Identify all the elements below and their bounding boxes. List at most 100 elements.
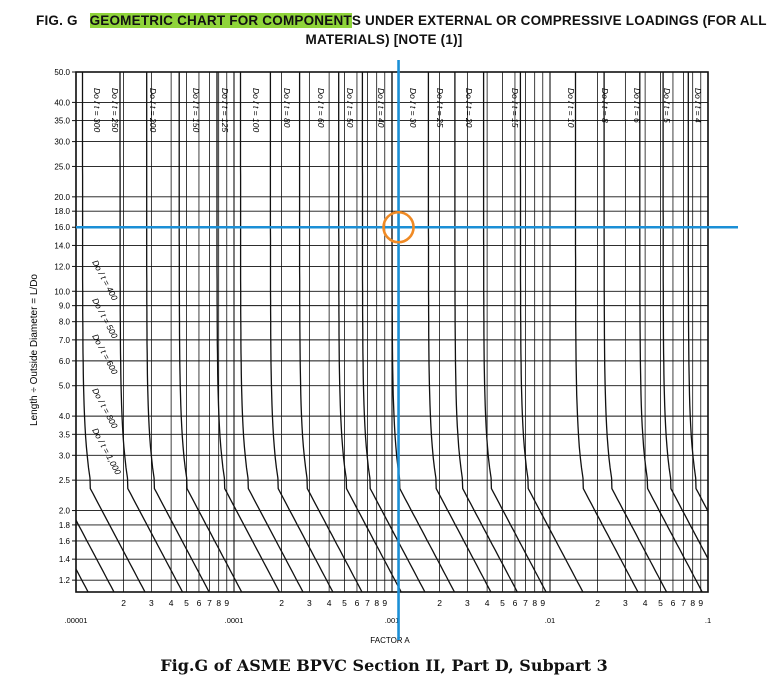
x-decade-label: .1 xyxy=(705,616,711,625)
x-minor-tick-label: 8 xyxy=(532,598,537,608)
curve-do-t-series xyxy=(361,72,426,592)
curve-label: Do / t = 80 xyxy=(282,88,292,128)
y-tick-label: 1.2 xyxy=(59,576,71,585)
annotations xyxy=(76,60,738,640)
x-minor-tick-label: 9 xyxy=(540,598,545,608)
curve-label: Do / t = 10 xyxy=(566,88,576,128)
x-minor-tick-label: 3 xyxy=(465,598,470,608)
x-minor-tick-label: 7 xyxy=(207,598,212,608)
curve-do-t-series xyxy=(574,72,639,592)
y-tick-label: 7.0 xyxy=(59,336,71,345)
x-minor-tick-label: 8 xyxy=(374,598,379,608)
curve-labels: Do / t = 4 Do / t = 5 Do / t = 6 Do / t = 8… xyxy=(90,88,703,476)
curve-do-t-series xyxy=(603,72,668,592)
curve-label: Do / t = 15 xyxy=(510,88,520,128)
y-tick-label: 25.0 xyxy=(54,162,70,171)
curve-do-t-series xyxy=(119,72,184,592)
y-tick-label: 6.0 xyxy=(59,357,71,366)
curve-label: Do / t = 4 xyxy=(693,88,703,123)
curve-label: Do / t = 8 xyxy=(600,88,610,123)
curve-label: Do / t = 30 xyxy=(408,88,418,128)
x-minor-tick-label: 7 xyxy=(681,598,686,608)
y-tick-label: 16.0 xyxy=(54,223,70,232)
x-minor-tick-label: 4 xyxy=(485,598,490,608)
y-tick-label: 5.0 xyxy=(59,382,71,391)
curve-do-t-series xyxy=(269,72,334,592)
curve-do-t-series xyxy=(216,72,280,592)
y-tick-label: 3.5 xyxy=(59,430,71,439)
y-tick-label: 40.0 xyxy=(54,98,70,107)
x-minor-tick-label: 6 xyxy=(513,598,518,608)
chart-title: FIG. G GEOMETRIC CHART FOR COMPONENTS UN… xyxy=(0,0,768,50)
plot-frame xyxy=(75,71,709,593)
title-line-1: FIG. G GEOMETRIC CHART FOR COMPONENTS UN… xyxy=(36,13,767,28)
curve-label: Do / t = 600 xyxy=(90,332,120,376)
y-tick-label: 50.0 xyxy=(54,68,70,77)
y-tick-label: 20.0 xyxy=(54,193,70,202)
curve-do-t-series xyxy=(76,518,115,592)
x-minor-tick-label: 4 xyxy=(327,598,332,608)
curve-label: Do / t = 400 xyxy=(90,258,120,302)
curve-label: Do / t = 5 xyxy=(662,88,672,123)
curve-do-t-series xyxy=(662,72,708,561)
curve-do-t-series xyxy=(146,72,210,592)
curve-label: Do / t = 125 xyxy=(220,88,230,132)
x-minor-tick-label: 7 xyxy=(365,598,370,608)
x-minor-tick-label: 5 xyxy=(184,598,189,608)
x-minor-tick-label: 5 xyxy=(500,598,505,608)
curve-do-t-series xyxy=(482,72,547,592)
curve-do-t-series xyxy=(338,72,402,592)
chart-canvas: Do / t = 4 Do / t = 5 Do / t = 6 Do / t = 8… xyxy=(0,60,738,645)
x-minor-tick-label: 9 xyxy=(382,598,387,608)
curve-label: Do / t = 100 xyxy=(251,88,261,132)
curve-label: Do / t = 150 xyxy=(191,88,201,132)
curve-do-t-series xyxy=(454,72,518,592)
curve-do-t-series xyxy=(687,72,708,513)
title-line-2: MATERIALS) [NOTE (1)] xyxy=(305,32,463,47)
y-tick-label: 18.0 xyxy=(54,207,70,216)
curve-do-t-series xyxy=(178,72,243,592)
curve-label: Do / t = 200 xyxy=(148,88,158,132)
x-minor-tick-label: 5 xyxy=(658,598,663,608)
fig-label: FIG. G xyxy=(36,13,78,28)
x-decade-label: .00001 xyxy=(65,616,88,625)
curve-do-t-series xyxy=(0,72,49,592)
x-minor-tick-label: 8 xyxy=(690,598,695,608)
title-rest: S UNDER EXTERNAL OR COMPRESSIVE LOADINGS… xyxy=(351,13,767,28)
x-minor-tick-label: 5 xyxy=(342,598,347,608)
x-minor-tick-label: 4 xyxy=(169,598,174,608)
y-tick-label: 2.0 xyxy=(59,507,71,516)
curve-label: Do / t = 800 xyxy=(90,386,120,430)
curve-do-t-series xyxy=(0,72,17,592)
curve-do-t-series xyxy=(298,72,363,592)
title-highlight: GEOMETRIC CHART FOR COMPONENT xyxy=(89,13,352,28)
x-axis-label: FACTOR A xyxy=(370,636,410,645)
y-tick-label: 14.0 xyxy=(54,241,70,250)
x-minor-tick-label: 3 xyxy=(149,598,154,608)
x-minor-tick-label: 3 xyxy=(307,598,312,608)
y-ticks: 1.2 1.4 1.6 1.8 2.0 2.5 3.0 3.5 4.0 5.0 6.0 7.0 8.0 9… xyxy=(54,68,76,585)
x-minor-tick-label: 9 xyxy=(698,598,703,608)
curve-label: Do / t = 40 xyxy=(376,88,386,128)
y-tick-label: 1.6 xyxy=(59,537,71,546)
y-tick-label: 8.0 xyxy=(59,318,71,327)
curve-do-t-series xyxy=(427,72,492,592)
x-minor-tick-label: 2 xyxy=(595,598,600,608)
curve-do-t-series xyxy=(391,72,456,592)
y-tick-label: 30.0 xyxy=(54,138,70,147)
curve-do-t-series xyxy=(639,72,703,592)
x-decade-label: .01 xyxy=(545,616,555,625)
y-tick-label: 35.0 xyxy=(54,117,70,126)
x-minor-tick-label: 9 xyxy=(224,598,229,608)
intersection-marker xyxy=(382,210,415,244)
x-decade-label: .001 xyxy=(385,616,400,625)
curve-label: Do / t = 20 xyxy=(464,88,474,128)
curve-label: Do / t = 300 xyxy=(92,88,102,132)
y-tick-label: 2.5 xyxy=(59,476,71,485)
curves xyxy=(0,72,708,592)
x-minor-tick-label: 4 xyxy=(643,598,648,608)
curve-do-t-series xyxy=(519,72,584,592)
y-tick-label: 4.0 xyxy=(59,412,71,421)
x-minor-tick-label: 6 xyxy=(197,598,202,608)
curve-label: Do / t = 250 xyxy=(110,88,120,132)
